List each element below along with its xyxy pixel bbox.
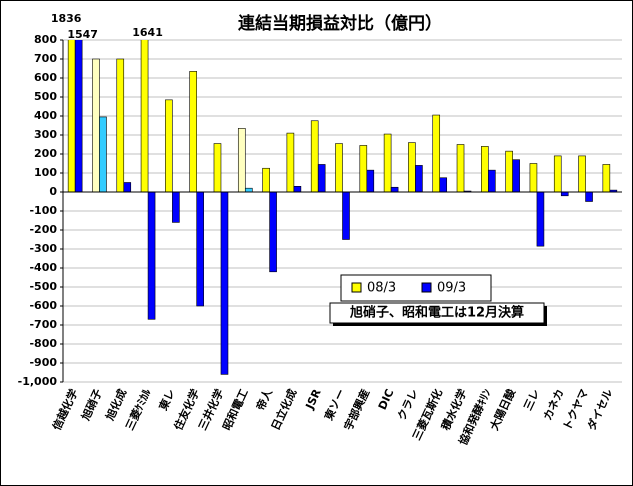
- bar: [359, 145, 368, 193]
- bar: [481, 146, 489, 193]
- y-tick-label: -400: [29, 261, 57, 274]
- bar: [165, 99, 173, 193]
- legend-swatch: [351, 282, 362, 293]
- bar: [189, 71, 197, 193]
- bar: [335, 143, 343, 193]
- y-tick-label: 500: [34, 90, 57, 103]
- bar: [456, 144, 465, 193]
- annotation-box: [329, 302, 545, 324]
- bar: [383, 133, 392, 193]
- bar: [244, 187, 253, 193]
- y-tick-label: 200: [34, 147, 57, 160]
- y-tick-label: 300: [34, 128, 57, 141]
- bar: [505, 150, 513, 193]
- bar: [220, 191, 229, 375]
- bar: [196, 191, 204, 307]
- bar: [488, 169, 496, 193]
- bar: [293, 186, 302, 193]
- bar: [408, 142, 416, 193]
- bar: [536, 191, 545, 247]
- bar: [432, 114, 441, 193]
- y-tick-label: 400: [34, 109, 57, 122]
- y-tick-label: -1,000: [18, 375, 58, 388]
- y-tick-label: -800: [29, 337, 57, 350]
- bar: [123, 182, 132, 193]
- bar: [92, 58, 100, 193]
- y-tick-label: -200: [29, 223, 57, 236]
- bar: [578, 155, 586, 193]
- y-tick-label: -500: [29, 280, 57, 293]
- bar: [262, 167, 270, 193]
- value-label: 1836: [51, 12, 82, 25]
- bar: [172, 191, 180, 223]
- chart-title: 連結当期損益対比（億円）: [238, 13, 442, 34]
- overlay: 800 700 600 500 400 300 200 100 0 -100 -200 -300 -40…: [18, 12, 622, 447]
- bar: [553, 155, 562, 193]
- bar: [237, 128, 246, 193]
- bar: [512, 159, 520, 193]
- bar: [529, 163, 538, 193]
- bar: [602, 164, 611, 193]
- legend-label: 09/3: [437, 281, 466, 296]
- y-tick-label: -900: [29, 356, 57, 369]
- bar: [415, 165, 423, 193]
- y-tick-label: 600: [34, 71, 57, 84]
- bar: [439, 177, 448, 193]
- y-tick-label: -600: [29, 299, 57, 312]
- bar: [366, 169, 375, 193]
- legend-label: 08/3: [367, 281, 396, 296]
- bar: [286, 132, 295, 193]
- bar: [342, 191, 350, 240]
- bar: [560, 191, 569, 197]
- bar: [99, 116, 107, 193]
- bar: [390, 186, 399, 193]
- value-label: 1547: [67, 28, 98, 41]
- legend-swatch: [421, 282, 432, 293]
- bar: [317, 164, 326, 193]
- bar: [116, 58, 125, 193]
- y-tick-label: 700: [34, 52, 57, 65]
- bar: [585, 191, 593, 202]
- bar: [147, 191, 156, 320]
- legend-box: [340, 274, 492, 302]
- bar: [310, 120, 319, 193]
- y-tick-label: 0: [49, 185, 57, 198]
- bars: [67, 40, 618, 375]
- y-tick-label: -700: [29, 318, 57, 331]
- value-label: 1641: [132, 26, 163, 39]
- annotation: 旭硝子、昭和電工は12月決算: [349, 305, 524, 321]
- y-tick-label: -300: [29, 242, 57, 255]
- bar: [213, 143, 222, 193]
- y-tick-label: 800: [34, 33, 57, 46]
- y-tick-label: -100: [29, 204, 57, 217]
- y-tick-label: 100: [34, 166, 57, 179]
- bar: [269, 191, 277, 273]
